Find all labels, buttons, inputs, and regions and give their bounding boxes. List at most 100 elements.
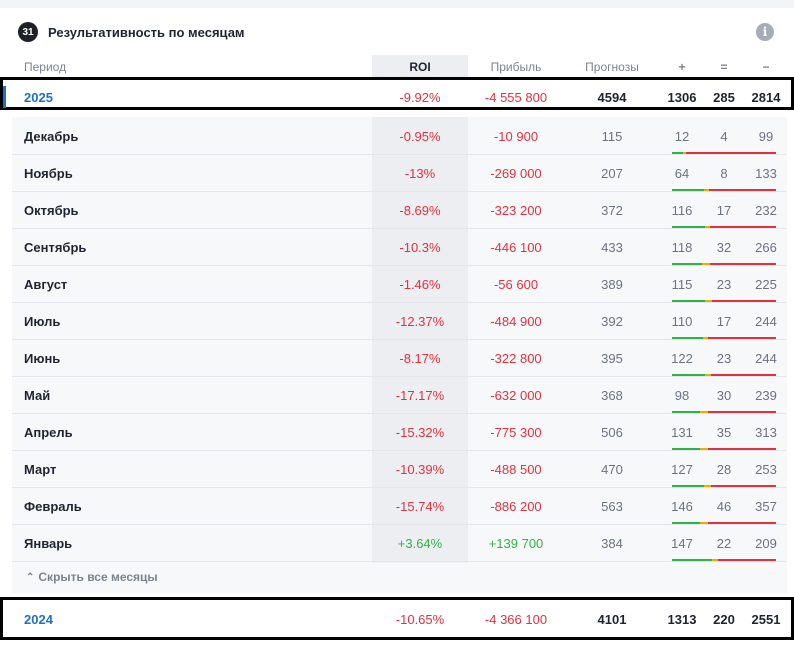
- year-losses: 2814: [751, 89, 781, 105]
- top-band: [0, 0, 794, 8]
- losses-segment: [708, 522, 776, 525]
- month-row[interactable]: Октябрь -8.69% -323 200 372 116 17 232: [0, 192, 794, 229]
- row-divider: [12, 191, 786, 192]
- year-forecasts: 4594: [597, 89, 627, 105]
- month-draws: 22: [716, 536, 732, 551]
- year-period[interactable]: 2025: [24, 89, 53, 105]
- widget-header: 31 Результативность по месяцам: [18, 20, 245, 44]
- column-forecasts[interactable]: Прогнозы: [585, 59, 639, 74]
- month-period: Июль: [24, 314, 61, 329]
- month-roi: -17.17%: [395, 388, 445, 403]
- draws-segment: [704, 374, 711, 377]
- month-row[interactable]: Май -17.17% -632 000 368 98 30 239: [0, 377, 794, 414]
- draws-segment: [700, 448, 709, 451]
- month-wins: 118: [671, 240, 693, 255]
- year-2024-frame: [0, 597, 794, 640]
- column-losses-minus-icon[interactable]: −: [762, 59, 770, 74]
- month-row[interactable]: Январь +3.64% +139 700 384 147 22 209: [0, 525, 794, 562]
- draws-segment: [699, 522, 709, 525]
- year-roi: -9.92%: [399, 89, 441, 105]
- draws-segment: [699, 411, 709, 414]
- column-profit[interactable]: Прибыль: [490, 59, 542, 74]
- column-roi[interactable]: ROI: [372, 55, 468, 78]
- results-ratio-bar: [672, 337, 776, 340]
- year-period[interactable]: 2024: [24, 611, 53, 627]
- draws-segment: [702, 337, 708, 340]
- month-draws: 32: [716, 240, 732, 255]
- wins-segment: [672, 300, 705, 303]
- month-roi: -12.37%: [395, 314, 445, 329]
- column-header-row: Период ROI Прибыль Прогнозы + = −: [0, 55, 794, 78]
- wins-segment: [672, 411, 700, 414]
- results-ratio-bar: [672, 522, 776, 525]
- month-row[interactable]: Ноябрь -13% -269 000 207 64 8 133: [0, 155, 794, 192]
- month-draws: 28: [716, 462, 732, 477]
- losses-segment: [686, 152, 776, 155]
- draws-segment: [704, 485, 712, 488]
- results-ratio-bar: [672, 374, 776, 377]
- month-row[interactable]: Февраль -15.74% -886 200 563 146 46 357: [0, 488, 794, 525]
- month-losses: 313: [755, 425, 777, 440]
- year-wins: 1306: [667, 89, 697, 105]
- results-ratio-bar: [672, 411, 776, 414]
- losses-segment: [709, 226, 776, 229]
- month-losses: 225: [755, 277, 777, 292]
- wins-segment: [672, 189, 705, 192]
- month-forecasts: 368: [601, 388, 623, 403]
- year-row-2025[interactable]: 2025 -9.92% -4 555 800 4594 1306 285 281…: [0, 81, 794, 113]
- row-divider: [12, 524, 786, 525]
- column-wins-plus-icon[interactable]: +: [678, 59, 686, 74]
- month-forecasts: 470: [601, 462, 623, 477]
- month-forecasts: 392: [601, 314, 623, 329]
- month-roi: +3.64%: [397, 536, 443, 551]
- month-draws: 17: [716, 314, 732, 329]
- month-wins: 122: [671, 351, 693, 366]
- month-row[interactable]: Апрель -15.32% -775 300 506 131 35 313: [0, 414, 794, 451]
- losses-segment: [711, 485, 776, 488]
- column-period[interactable]: Период: [24, 59, 67, 74]
- month-profit: -10 900: [493, 129, 539, 144]
- month-row[interactable]: Декабрь -0.95% -10 900 115 12 4 99: [0, 118, 794, 155]
- losses-segment: [707, 337, 776, 340]
- losses-segment: [709, 263, 776, 266]
- year-losses: 2551: [751, 611, 781, 627]
- month-draws: 30: [716, 388, 732, 403]
- month-forecasts: 506: [601, 425, 623, 440]
- info-icon[interactable]: i: [756, 23, 774, 41]
- column-draws-equal-icon[interactable]: =: [720, 59, 728, 74]
- month-profit: -446 100: [490, 240, 542, 255]
- month-period: Январь: [24, 536, 73, 551]
- losses-segment: [708, 189, 776, 192]
- losses-segment: [710, 374, 776, 377]
- year-2025-accent: [3, 86, 6, 108]
- results-ratio-bar: [672, 559, 776, 562]
- month-period: Декабрь: [24, 129, 79, 144]
- row-divider: [12, 302, 786, 303]
- month-draws: 4: [720, 129, 728, 144]
- collapse-months-button[interactable]: ⌃ Скрыть все месяцы: [26, 570, 158, 584]
- month-row[interactable]: Июнь -8.17% -322 800 395 122 23 244: [0, 340, 794, 377]
- month-profit: -269 000: [490, 166, 542, 181]
- month-losses: 253: [755, 462, 777, 477]
- month-losses: 239: [755, 388, 777, 403]
- month-wins: 110: [671, 314, 693, 329]
- month-forecasts: 384: [601, 536, 623, 551]
- month-row[interactable]: Июль -12.37% -484 900 392 110 17 244: [0, 303, 794, 340]
- results-ratio-bar: [672, 189, 776, 192]
- draws-segment: [712, 559, 719, 562]
- wins-segment: [672, 226, 706, 229]
- month-row[interactable]: Сентябрь -10.3% -446 100 433 118 32 266: [0, 229, 794, 266]
- month-wins: 12: [674, 129, 690, 144]
- month-row[interactable]: Март -10.39% -488 500 470 127 28 253: [0, 451, 794, 488]
- month-losses: 266: [755, 240, 777, 255]
- results-ratio-bar: [672, 263, 776, 266]
- draws-segment: [705, 226, 710, 229]
- wins-segment: [672, 522, 700, 525]
- month-profit: -775 300: [490, 425, 542, 440]
- month-row[interactable]: Август -1.46% -56 600 389 115 23 225: [0, 266, 794, 303]
- month-wins: 116: [671, 203, 693, 218]
- losses-segment: [708, 411, 776, 414]
- year-row-2024[interactable]: 2024 -10.65% -4 366 100 4101 1313 220 25…: [0, 603, 794, 635]
- month-roi: -15.74%: [395, 499, 445, 514]
- month-wins: 64: [674, 166, 690, 181]
